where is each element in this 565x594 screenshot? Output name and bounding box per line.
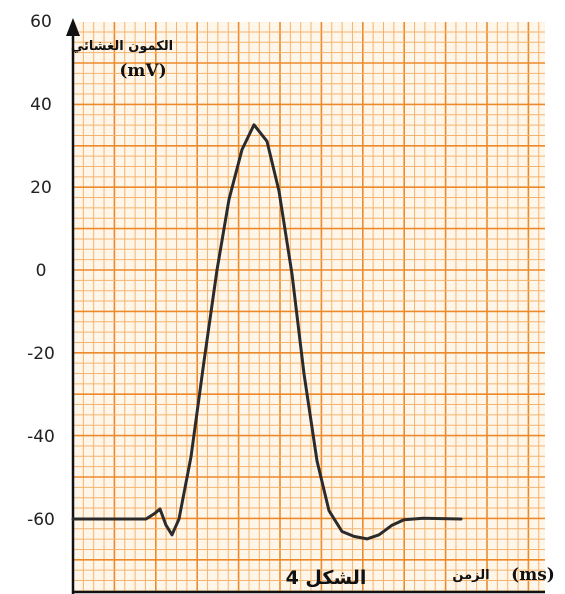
y-tick-label: -20 [27,344,55,364]
y-tick-labels: 60 40 20 0 -20 -40 -60 [27,12,55,530]
y-axis-title: الكمون الغشائي [71,39,173,54]
grid [72,22,545,592]
y-tick-label: 20 [30,178,52,198]
figure-label: الشكل 4 [286,567,367,589]
membrane-potential-curve [71,123,463,541]
x-axis-title: الزمن [452,568,489,583]
y-axis-unit: (mV) [119,61,166,81]
y-tick-label: 60 [30,12,52,32]
grid-background [73,22,545,592]
y-axis-arrow-icon [66,18,80,36]
y-tick-label: 40 [30,95,52,115]
y-tick-label: -40 [27,427,55,447]
x-axis-unit: (ms) [511,565,555,585]
y-tick-label: -60 [27,510,55,530]
y-tick-label: 0 [36,261,47,281]
